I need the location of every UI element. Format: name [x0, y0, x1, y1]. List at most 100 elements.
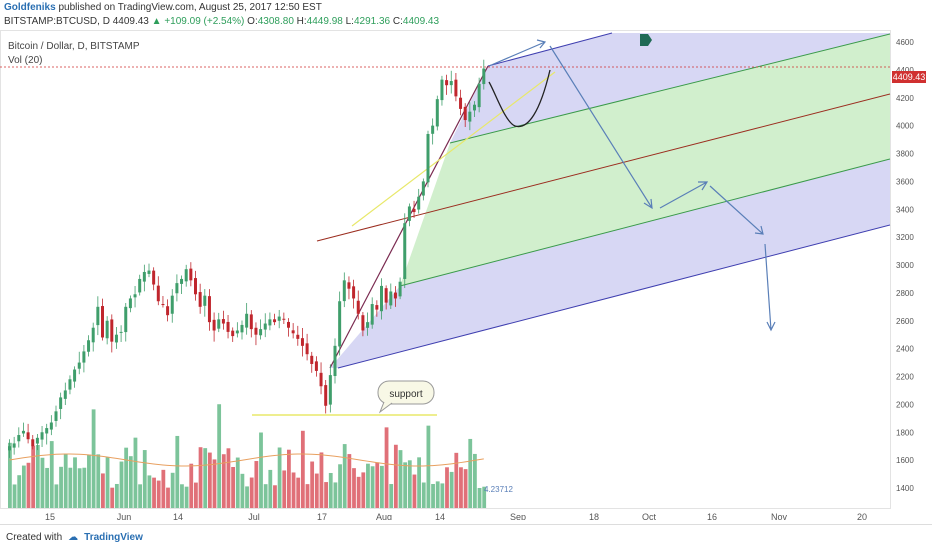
volume-bar — [152, 477, 156, 508]
x-tick-label: Sep — [510, 512, 526, 520]
volume-bar — [147, 475, 152, 508]
candle-body — [454, 79, 458, 97]
volume-bar — [249, 477, 254, 508]
volume-bar — [440, 483, 445, 508]
support-callout[interactable]: support — [377, 380, 435, 414]
volume-bar — [226, 448, 231, 508]
candle-body — [26, 432, 30, 440]
candle-body — [128, 298, 132, 309]
candle-body — [352, 286, 356, 299]
y-tick-label: 2400 — [896, 345, 914, 354]
high-value: 4449.98 — [306, 16, 343, 27]
price-chart[interactable]: support 1400 1600 1800 2000 2200 2400 2600 2800… — [0, 30, 932, 520]
volume-bar — [287, 449, 291, 508]
volume-bar — [194, 482, 198, 508]
time-axis[interactable]: 15 Jun 14 Jul 17 Aug 14 Sep 18 Oct 16 Nov 20 — [45, 512, 867, 520]
published-text: published on TradingView.com, August 25,… — [58, 2, 322, 13]
y-tick-label: 2000 — [896, 400, 914, 409]
candle-body — [473, 104, 476, 111]
y-tick-label: 4600 — [896, 38, 914, 47]
volume-bar — [477, 487, 482, 508]
volume-ma-line — [9, 453, 484, 467]
volume-bar — [449, 471, 454, 508]
tradingview-brand[interactable]: TradingView — [84, 532, 143, 543]
legend-volume: Vol (20) — [8, 55, 43, 66]
price-axis[interactable]: 1400 1600 1800 2000 2200 2400 2600 2800 3000 3200… — [896, 38, 914, 493]
candle-body — [226, 321, 230, 332]
volume-bar — [445, 467, 449, 508]
volume-bar — [170, 472, 175, 508]
volume-bar — [407, 460, 412, 508]
volume-bar — [273, 485, 277, 508]
candle-body — [445, 80, 449, 86]
chart-border — [0, 30, 891, 509]
projection-curve — [488, 69, 551, 128]
candle-body — [319, 372, 323, 387]
volume-bar — [8, 442, 12, 508]
candle-body — [175, 283, 179, 294]
price-tag-text: 4409.43 — [893, 72, 926, 82]
candle-body — [259, 329, 263, 336]
x-tick-label: Jun — [117, 512, 132, 520]
volume-bar — [245, 486, 249, 508]
x-tick-label: Jul — [248, 512, 260, 520]
volume-bar — [468, 438, 473, 508]
candle-body — [138, 278, 142, 293]
candle-body — [398, 281, 402, 297]
volume-bar — [203, 448, 208, 508]
ohlc-line: BITSTAMP:BTCUSD, D 4409.43 ▲ +109.09 (+2… — [4, 15, 439, 29]
candle-body — [101, 306, 104, 338]
candle-body — [180, 278, 184, 284]
candle-body — [263, 323, 267, 330]
y-tick-label: 1400 — [896, 484, 914, 493]
candle-body — [8, 446, 11, 451]
volume-bar — [380, 465, 384, 508]
candle-body — [249, 314, 253, 330]
candle-body — [82, 351, 86, 363]
x-tick-label: Nov — [771, 512, 788, 520]
x-tick-label: 17 — [317, 512, 327, 520]
low-value: 4291.36 — [353, 16, 391, 27]
legend-title: Bitcoin / Dollar, D, BITSTAMP — [8, 41, 140, 52]
author-name[interactable]: Goldfeniks — [4, 2, 56, 13]
volume-bar — [282, 470, 287, 508]
volume-bar — [166, 487, 170, 508]
candle-body — [203, 295, 207, 306]
x-tick-label: Aug — [376, 512, 392, 520]
volume-bar — [156, 480, 161, 508]
close-label: C: — [392, 16, 403, 27]
volume-bar — [17, 475, 22, 508]
volume-bar — [254, 461, 259, 508]
candle-body — [449, 81, 453, 86]
y-tick-label: 3000 — [896, 261, 914, 270]
volume-badge: 4.23712 — [484, 485, 513, 494]
volume-bar — [384, 427, 389, 508]
candle-body — [35, 437, 39, 444]
candle-body — [170, 295, 174, 314]
y-tick-label: 2200 — [896, 373, 914, 382]
chart-legend: Bitcoin / Dollar, D, BITSTAMP Vol (20) — [8, 40, 140, 68]
volume-bar — [305, 484, 310, 508]
candle-body — [380, 285, 383, 312]
volume-bar — [375, 462, 380, 508]
volume-bar — [277, 447, 282, 508]
candle-body — [426, 133, 430, 183]
volume-bar — [431, 483, 435, 508]
x-tick-label: Oct — [642, 512, 657, 520]
volume-bar — [124, 447, 129, 508]
candle-body — [407, 206, 411, 221]
candle-body — [268, 319, 272, 326]
candle-body — [375, 305, 379, 310]
open-label: O: — [247, 16, 258, 27]
candle-body — [240, 324, 244, 333]
candle-body — [194, 278, 197, 295]
candle-body — [31, 439, 35, 447]
volume-bar — [459, 467, 463, 508]
volume-bar — [342, 444, 347, 508]
volume-bar — [207, 452, 212, 508]
volume-bar — [40, 457, 45, 508]
volume-bar — [240, 473, 245, 508]
candle-body — [184, 269, 188, 282]
candle-body — [105, 320, 109, 339]
volume-bar — [338, 464, 342, 508]
